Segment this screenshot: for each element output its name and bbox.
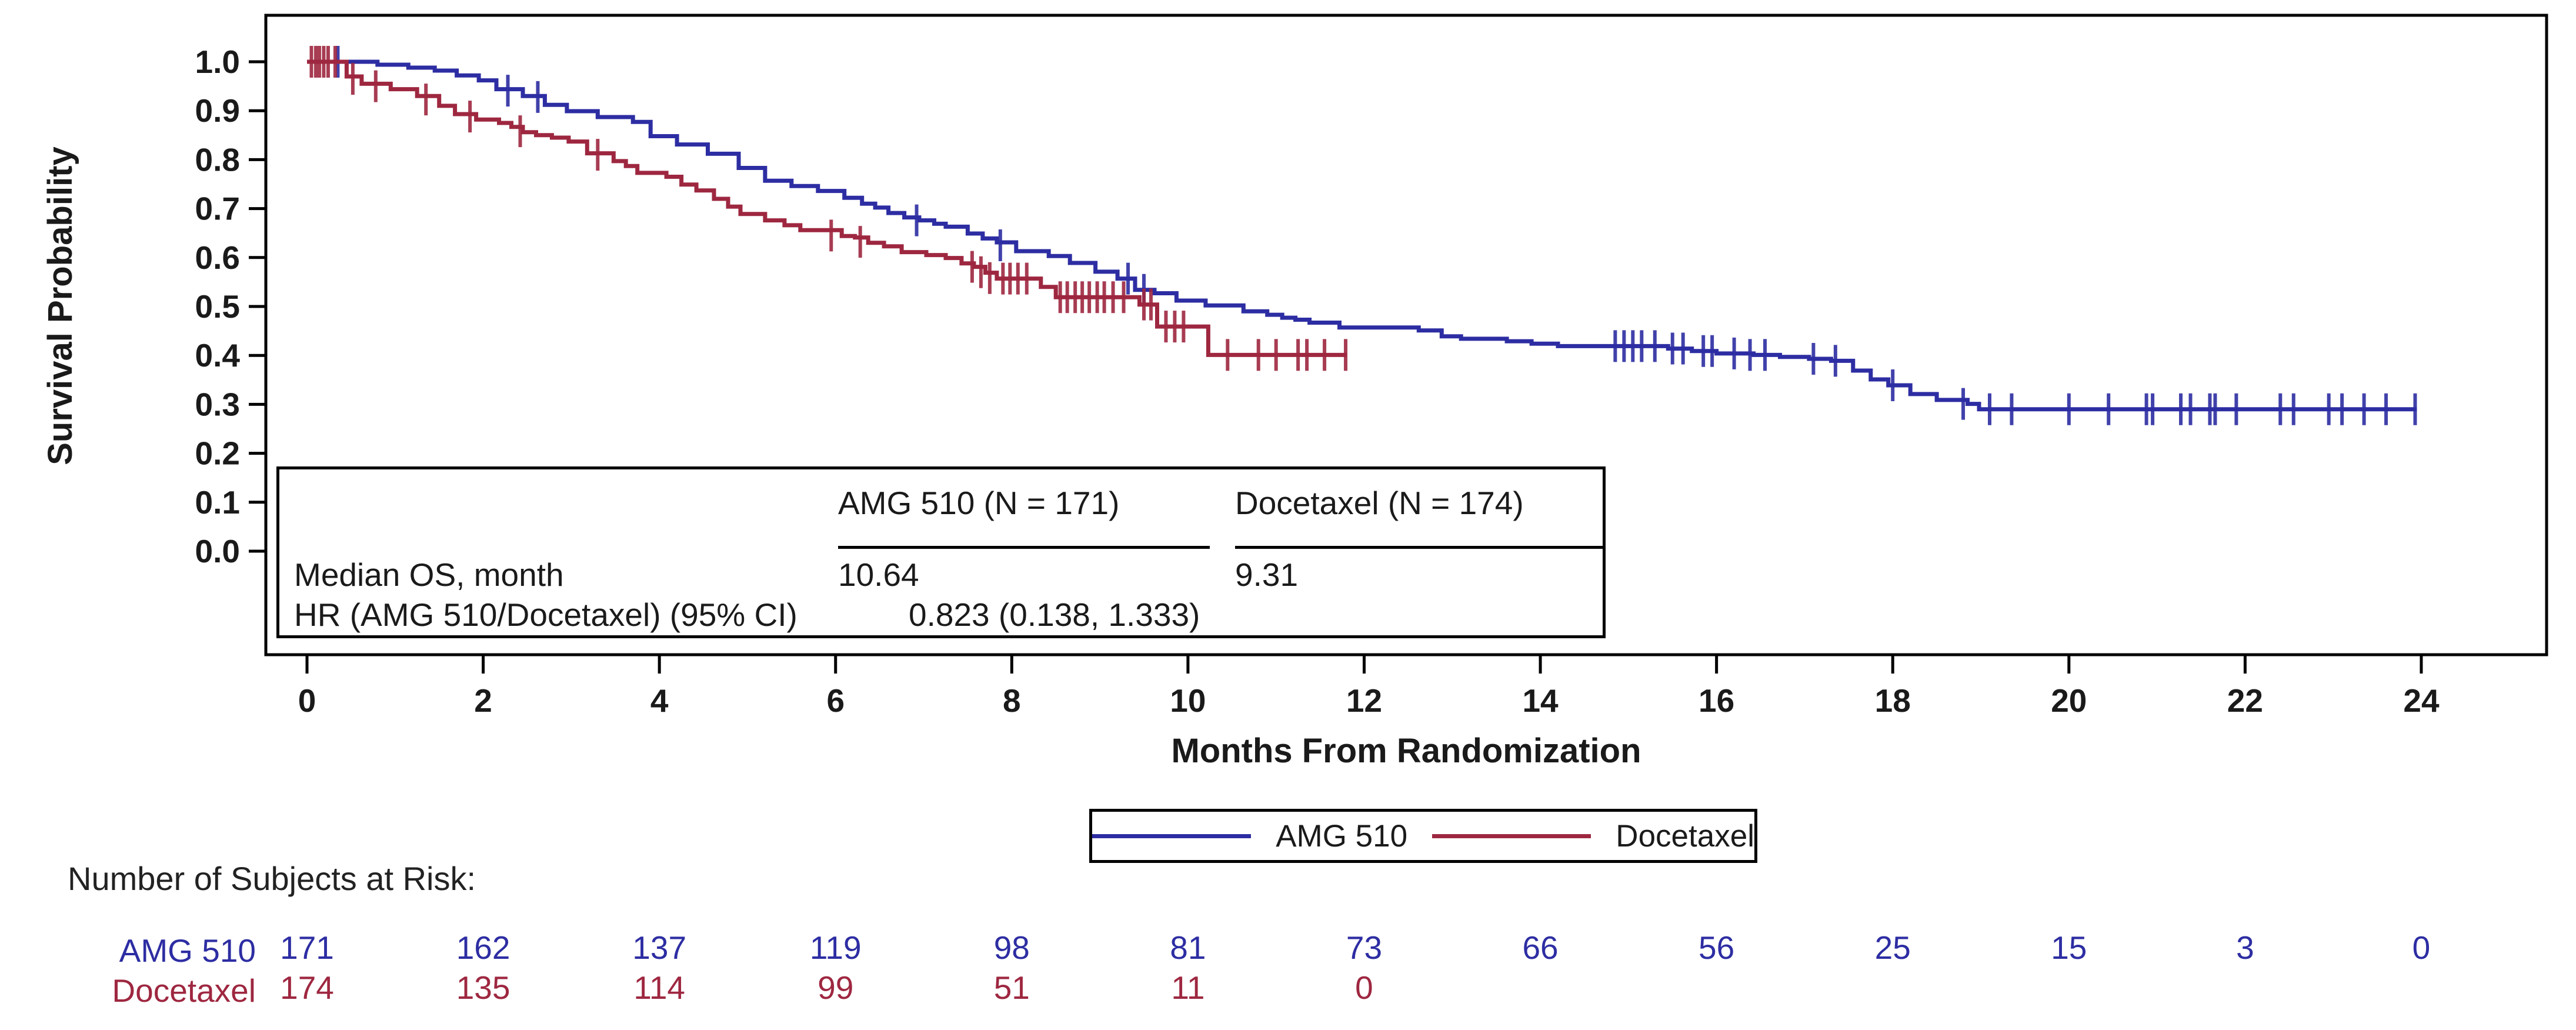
x-axis-title: Months From Randomization (1171, 732, 1641, 770)
stats-col2-header: Docetaxel (N = 174) (1235, 485, 1524, 521)
y-tick-label: 1.0 (195, 44, 240, 80)
legend: AMG 510 Docetaxel (1089, 809, 1757, 863)
at-risk-count: 174 (280, 969, 334, 1006)
x-tick-label: 20 (2051, 682, 2087, 719)
at-risk-count: 114 (633, 969, 685, 1006)
at-risk-count: 3 (2236, 929, 2254, 966)
y-tick-label: 0.8 (195, 141, 240, 178)
plot-frame (264, 14, 2548, 656)
x-tick-label: 24 (2403, 682, 2440, 719)
y-tick-label: 0.7 (195, 191, 240, 227)
x-tick-label: 4 (650, 682, 669, 719)
at-risk-label-docetaxel: Docetaxel (112, 972, 256, 1009)
at-risk-count: 98 (994, 929, 1030, 966)
at-risk-count: 73 (1346, 929, 1382, 966)
x-tick-label: 16 (1699, 682, 1734, 719)
at-risk-count: 99 (817, 969, 853, 1006)
stats-median-amg510: 10.64 (838, 556, 919, 593)
x-tick-label: 0 (298, 682, 316, 719)
stats-col1-header: AMG 510 (N = 171) (838, 485, 1120, 521)
y-axis-title: Survival Probability (41, 146, 79, 465)
at-risk-count: 171 (280, 929, 334, 966)
y-tick-label: 0.5 (195, 288, 240, 325)
x-tick-label: 14 (1522, 682, 1559, 719)
y-tick-label: 0.3 (195, 386, 240, 422)
at-risk-header: Number of Subjects at Risk: (68, 860, 476, 897)
y-tick-label: 0.9 (195, 92, 240, 129)
survival-curve-amg510 (307, 59, 2417, 412)
legend-label-amg510: AMG 510 (1276, 818, 1408, 854)
legend-label-docetaxel: Docetaxel (1616, 818, 1754, 854)
stats-median-docetaxel: 9.31 (1235, 556, 1299, 593)
x-tick-label: 8 (1003, 682, 1021, 719)
at-risk-count: 162 (456, 929, 510, 966)
stats-col2-rule (1235, 546, 1604, 549)
y-tick-label: 0.0 (195, 533, 240, 569)
x-tick-label: 6 (826, 682, 845, 719)
at-risk-count: 25 (1875, 929, 1911, 966)
at-risk-count: 0 (1355, 969, 1373, 1006)
stats-box: AMG 510 (N = 171) Docetaxel (N = 174) Me… (276, 466, 1606, 638)
y-tick-label: 0.1 (195, 484, 240, 521)
at-risk-count: 15 (2051, 929, 2087, 966)
at-risk-count: 0 (2413, 929, 2431, 966)
survival-curve-docetaxel (307, 59, 1347, 357)
at-risk-label-amg510: AMG 510 (119, 932, 256, 969)
y-tick-label: 0.2 (195, 435, 240, 472)
stats-median-label: Median OS, month (294, 556, 564, 593)
at-risk-count: 137 (632, 929, 686, 966)
x-tick-label: 12 (1346, 682, 1382, 719)
at-risk-count: 119 (810, 929, 862, 966)
at-risk-count: 81 (1170, 929, 1206, 966)
y-tick-label: 0.4 (195, 337, 241, 374)
stats-hr-label: HR (AMG 510/Docetaxel) (95% CI) (294, 596, 798, 633)
legend-line-docetaxel (1432, 834, 1591, 838)
at-risk-count: 135 (456, 969, 510, 1006)
stats-col1-rule (838, 546, 1210, 549)
legend-line-amg510 (1092, 834, 1252, 838)
x-tick-label: 22 (2227, 682, 2263, 719)
at-risk-count: 56 (1699, 929, 1734, 966)
x-tick-label: 10 (1170, 682, 1206, 719)
stats-hr-value: 0.823 (0.138, 1.333) (909, 596, 1200, 633)
at-risk-count: 51 (994, 969, 1030, 1006)
x-tick-label: 2 (474, 682, 492, 719)
y-tick-label: 0.6 (195, 239, 240, 276)
at-risk-count: 11 (1171, 969, 1204, 1006)
x-tick-label: 18 (1875, 682, 1911, 719)
at-risk-count: 66 (1522, 929, 1558, 966)
